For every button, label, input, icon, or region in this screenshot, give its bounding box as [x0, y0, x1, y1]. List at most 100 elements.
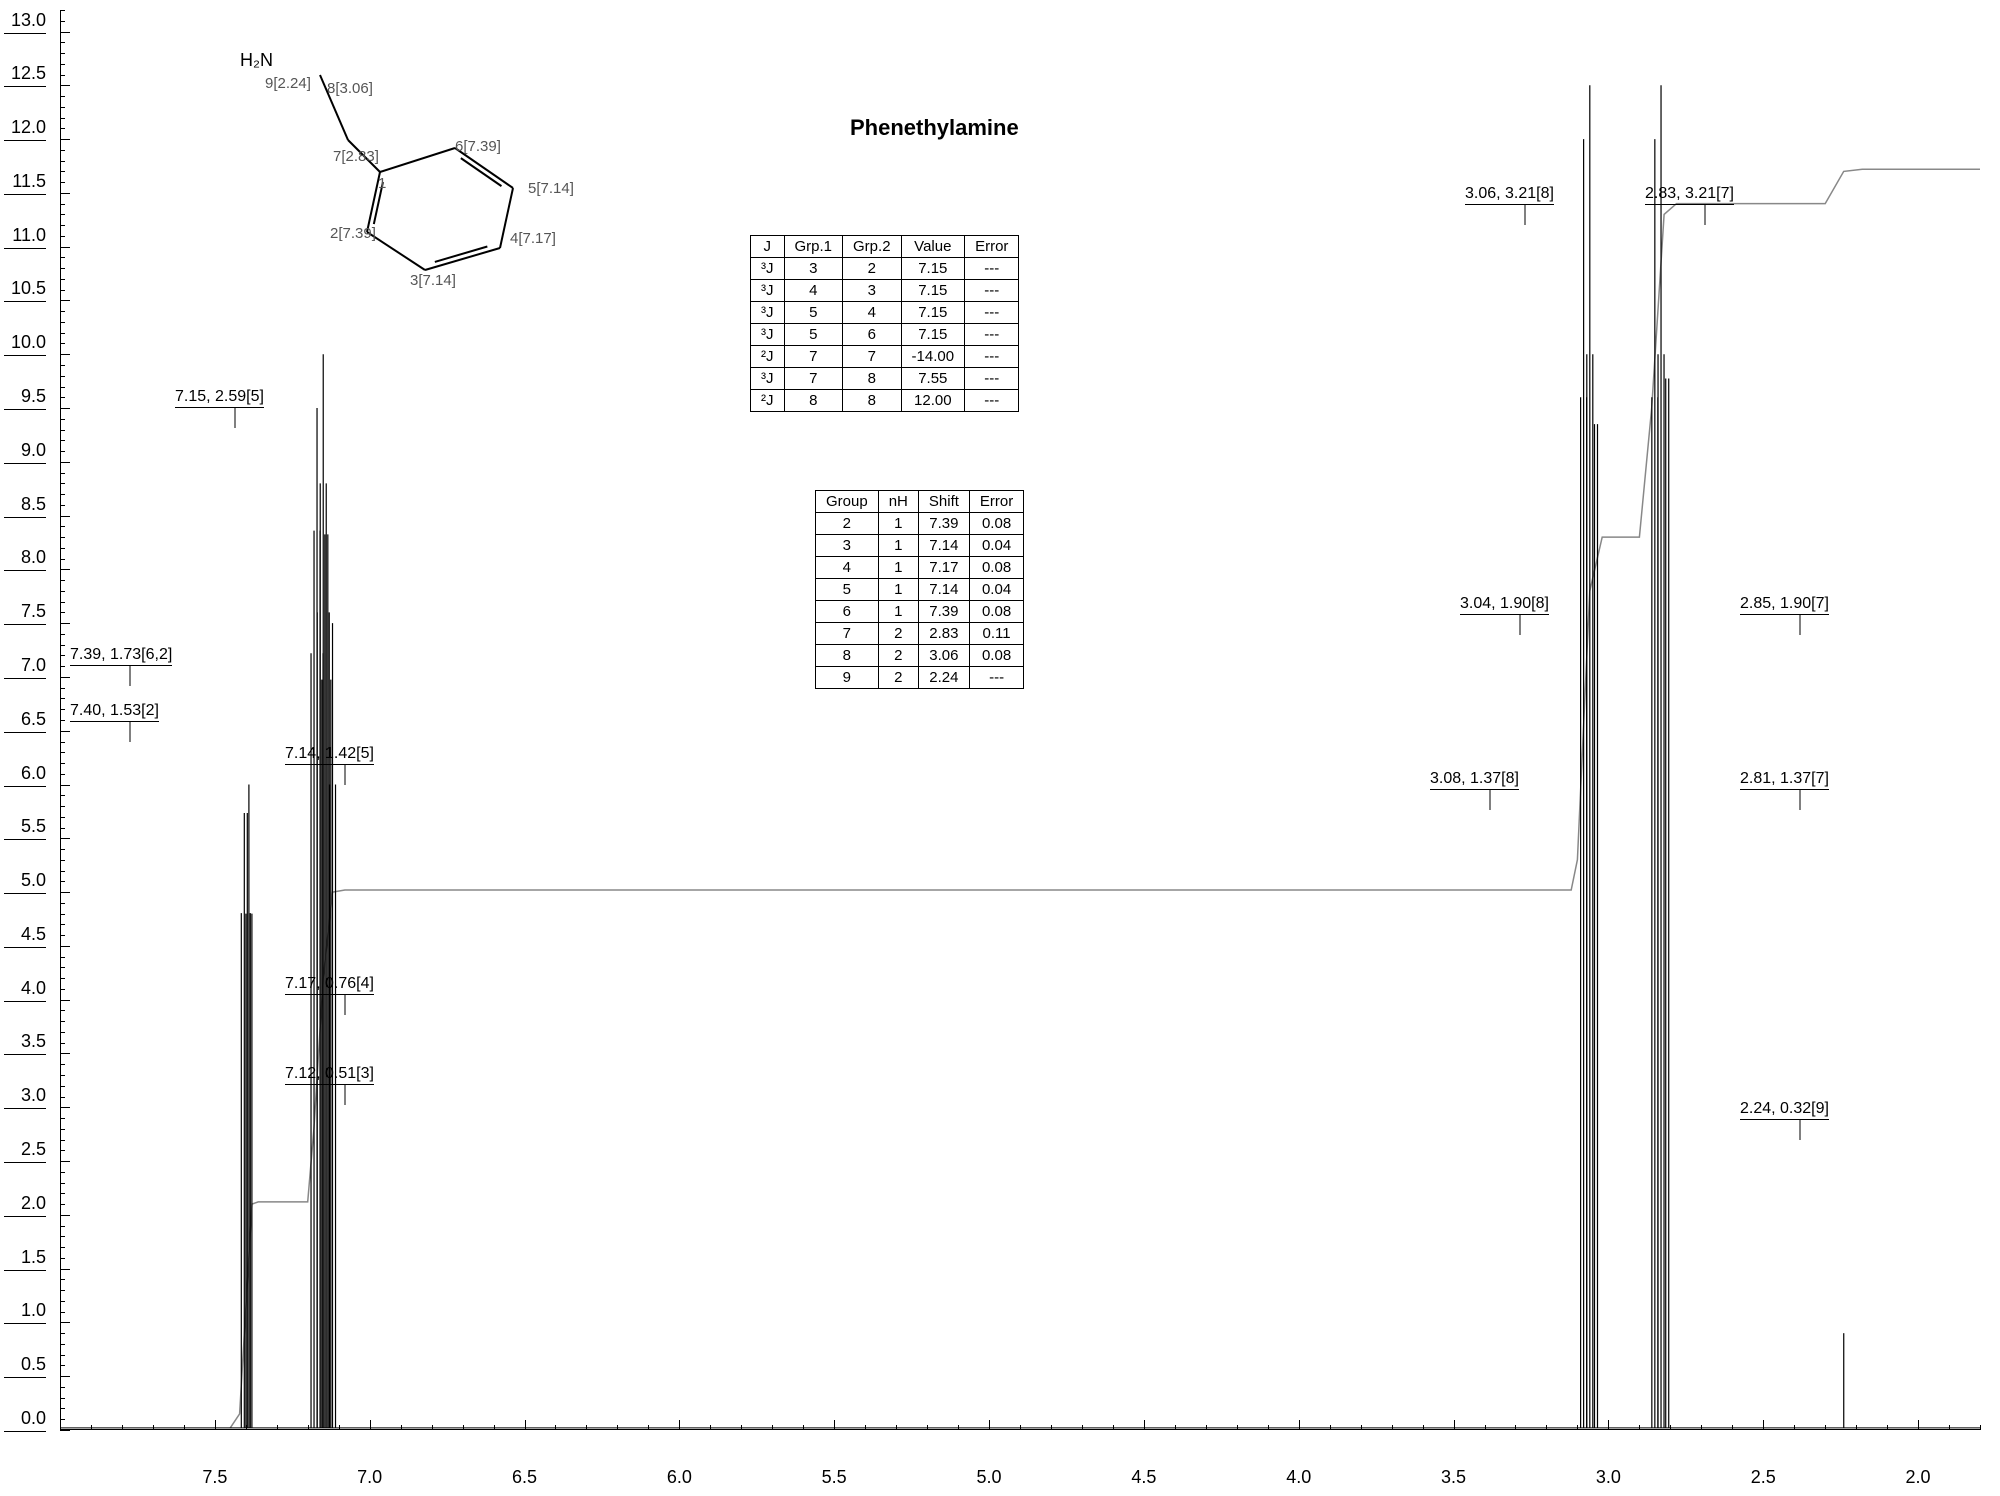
table-cell: -14.00: [901, 346, 965, 368]
table-row: 517.140.04: [816, 579, 1024, 601]
table-header-cell: J: [751, 236, 785, 258]
y-minor-tick: [60, 419, 65, 420]
x-minor-tick: [1485, 1425, 1486, 1430]
x-minor-tick: [184, 1425, 185, 1430]
y-tick-label: 8.5: [4, 494, 46, 518]
table-cell: ³J: [751, 302, 785, 324]
y-minor-tick: [60, 795, 65, 796]
peak-annotation: 7.15, 2.59[5]: [175, 388, 264, 408]
y-minor-tick: [60, 430, 65, 431]
x-tick-label: 5.0: [977, 1467, 1002, 1488]
x-minor-tick: [463, 1425, 464, 1430]
y-minor-tick: [60, 645, 65, 646]
y-tick-label: 9.0: [4, 440, 46, 464]
table-cell: ³J: [751, 368, 785, 390]
y-minor-tick: [60, 1204, 65, 1205]
table-cell: 0.08: [969, 645, 1023, 667]
atom-label: 5[7.14]: [528, 180, 574, 197]
x-minor-tick: [1206, 1425, 1207, 1430]
y-minor-tick: [60, 1000, 70, 1001]
y-minor-tick: [60, 935, 65, 936]
x-minor-tick: [277, 1425, 278, 1430]
x-minor-tick: [1577, 1425, 1578, 1430]
table-row: ²J8812.00---: [751, 390, 1019, 412]
x-minor-tick: [1980, 1425, 1981, 1430]
table-header-cell: Error: [965, 236, 1019, 258]
table-cell: 8: [843, 390, 902, 412]
x-minor-tick: [1268, 1425, 1269, 1430]
table-cell: 7.39: [918, 601, 969, 623]
table-header-cell: Error: [969, 491, 1023, 513]
y-minor-tick: [60, 343, 65, 344]
table-row: 823.060.08: [816, 645, 1024, 667]
atom-label: 1: [378, 175, 386, 192]
table-cell: 1: [878, 601, 918, 623]
y-minor-tick: [60, 1312, 65, 1313]
table-row: ³J437.15---: [751, 280, 1019, 302]
y-minor-tick: [60, 1322, 70, 1323]
y-minor-tick: [60, 569, 70, 570]
table-cell: 6: [816, 601, 879, 623]
y-minor-tick: [60, 1430, 70, 1431]
y-minor-tick: [60, 42, 65, 43]
y-tick-label: 3.0: [4, 1085, 46, 1109]
y-minor-tick: [60, 1215, 70, 1216]
y-minor-tick: [60, 1129, 65, 1130]
y-minor-tick: [60, 1355, 65, 1356]
table-cell: 0.08: [969, 601, 1023, 623]
x-minor-tick: [896, 1425, 897, 1430]
y-minor-tick: [60, 1290, 65, 1291]
x-minor-tick: [1515, 1425, 1516, 1430]
y-tick-label: 12.0: [4, 117, 46, 141]
y-minor-tick: [60, 1333, 65, 1334]
x-minor-tick: [370, 1420, 371, 1430]
x-minor-tick: [1546, 1425, 1547, 1430]
peak-annotation: 7.40, 1.53[2]: [70, 702, 159, 722]
y-minor-tick: [60, 193, 70, 194]
peak-annotation: 7.14, 1.42[5]: [285, 745, 374, 765]
table-cell: 2: [878, 667, 918, 689]
y-tick-label: 11.0: [4, 225, 46, 249]
y-minor-tick: [60, 32, 70, 33]
y-minor-tick: [60, 623, 70, 624]
table-cell: 5: [784, 324, 843, 346]
shift-table: GroupnHShiftError217.390.08317.140.04417…: [815, 490, 1024, 689]
y-minor-tick: [60, 666, 65, 667]
x-minor-tick: [525, 1420, 526, 1430]
table-cell: 3: [816, 535, 879, 557]
y-minor-tick: [60, 559, 65, 560]
x-tick-label: 2.0: [1906, 1467, 1931, 1488]
x-minor-tick: [494, 1425, 495, 1430]
y-minor-tick: [60, 634, 65, 635]
y-minor-tick: [60, 440, 65, 441]
x-minor-tick: [246, 1425, 247, 1430]
y-minor-tick: [60, 1236, 65, 1237]
x-minor-tick: [586, 1425, 587, 1430]
y-minor-tick: [60, 1247, 65, 1248]
x-minor-tick: [215, 1420, 216, 1430]
y-minor-tick: [60, 483, 65, 484]
table-cell: 7.15: [901, 302, 965, 324]
x-minor-tick: [1701, 1425, 1702, 1430]
y-minor-tick: [60, 537, 65, 538]
table-cell: 3: [843, 280, 902, 302]
y-minor-tick: [60, 709, 65, 710]
table-row: ³J327.15---: [751, 258, 1019, 280]
peak-annotation: 2.81, 1.37[7]: [1740, 770, 1829, 790]
y-tick-label: 13.0: [4, 10, 46, 34]
y-minor-tick: [60, 1107, 70, 1108]
table-row: 722.830.11: [816, 623, 1024, 645]
table-row: ³J547.15---: [751, 302, 1019, 324]
x-minor-tick: [927, 1425, 928, 1430]
table-cell: ---: [969, 667, 1023, 689]
y-minor-tick: [60, 591, 65, 592]
y-tick-label: 7.5: [4, 601, 46, 625]
x-minor-tick: [122, 1425, 123, 1430]
peak-annotation: 3.04, 1.90[8]: [1460, 595, 1549, 615]
peak-annotation: 2.24, 0.32[9]: [1740, 1100, 1829, 1120]
y-minor-tick: [60, 311, 65, 312]
y-minor-tick: [60, 1269, 70, 1270]
table-cell: 0.08: [969, 513, 1023, 535]
x-tick-label: 6.5: [512, 1467, 537, 1488]
table-cell: 7.14: [918, 579, 969, 601]
